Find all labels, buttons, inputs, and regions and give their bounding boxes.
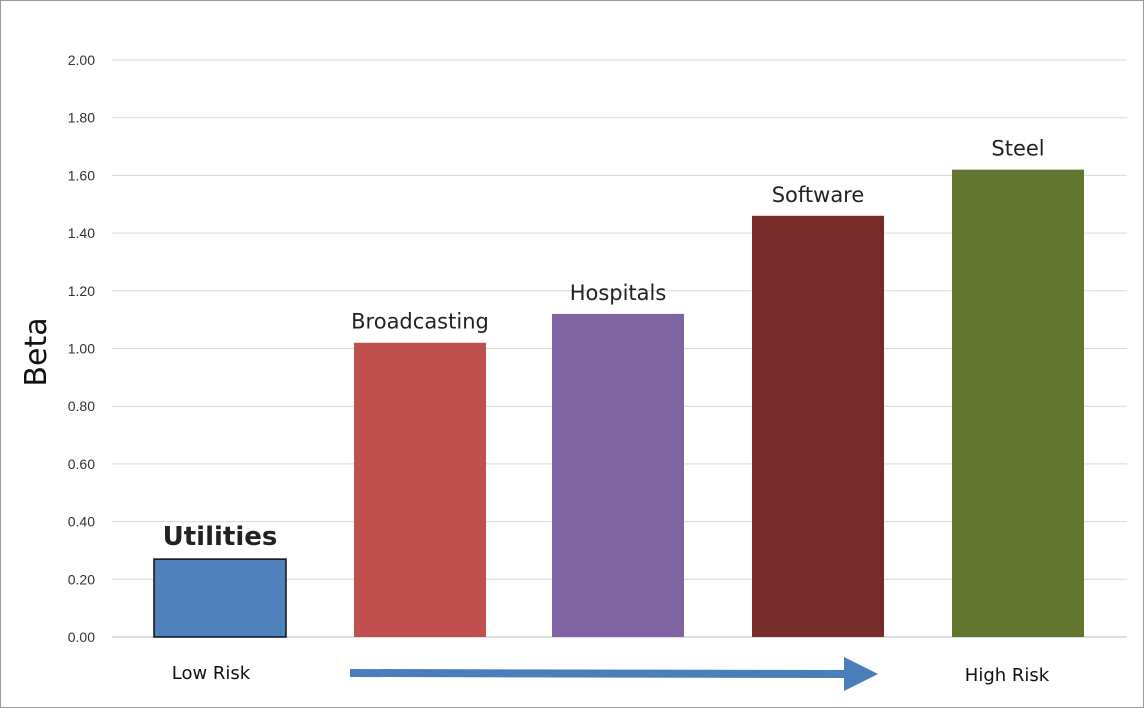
y-tick-label: 2.00 bbox=[68, 52, 95, 68]
y-tick-label: 0.40 bbox=[68, 514, 95, 530]
bars bbox=[153, 169, 1084, 638]
risk-direction-arrow bbox=[349, 657, 878, 691]
bar-label-software: Software bbox=[772, 183, 865, 207]
y-tick-label: 1.00 bbox=[68, 341, 95, 357]
y-tick-label: 1.20 bbox=[68, 283, 95, 299]
bar-broadcasting bbox=[354, 342, 486, 637]
y-axis-ticks: 0.00 0.20 0.40 0.60 0.80 1.00 1.20 1.40 1.60 1.80… bbox=[68, 52, 95, 645]
high-risk-label: High Risk bbox=[965, 665, 1050, 686]
bar-label-steel: Steel bbox=[991, 137, 1044, 161]
y-tick-label: 0.20 bbox=[68, 571, 95, 587]
bar-label-hospitals: Hospitals bbox=[570, 281, 667, 305]
y-tick-label: 1.80 bbox=[68, 110, 95, 126]
y-tick-label: 0.00 bbox=[68, 629, 95, 645]
y-tick-label: 0.80 bbox=[68, 398, 95, 414]
low-risk-label: Low Risk bbox=[172, 663, 251, 684]
bar-label-utilities: Utilities bbox=[163, 522, 278, 552]
y-tick-label: 1.40 bbox=[68, 225, 95, 241]
y-tick-label: 1.60 bbox=[68, 167, 95, 183]
arrow-shaft bbox=[349, 669, 851, 678]
bar-utilities bbox=[153, 558, 287, 638]
y-tick-label: 0.60 bbox=[68, 456, 95, 472]
bar-software bbox=[752, 215, 884, 638]
bar-labels: Utilities Broadcasting Hospitals Software St… bbox=[163, 137, 1045, 552]
bar-hospitals bbox=[552, 313, 684, 637]
arrow-head bbox=[844, 657, 878, 691]
bar-steel bbox=[952, 169, 1084, 637]
bar-label-broadcasting: Broadcasting bbox=[351, 310, 489, 334]
y-axis-label: Beta bbox=[19, 317, 54, 386]
